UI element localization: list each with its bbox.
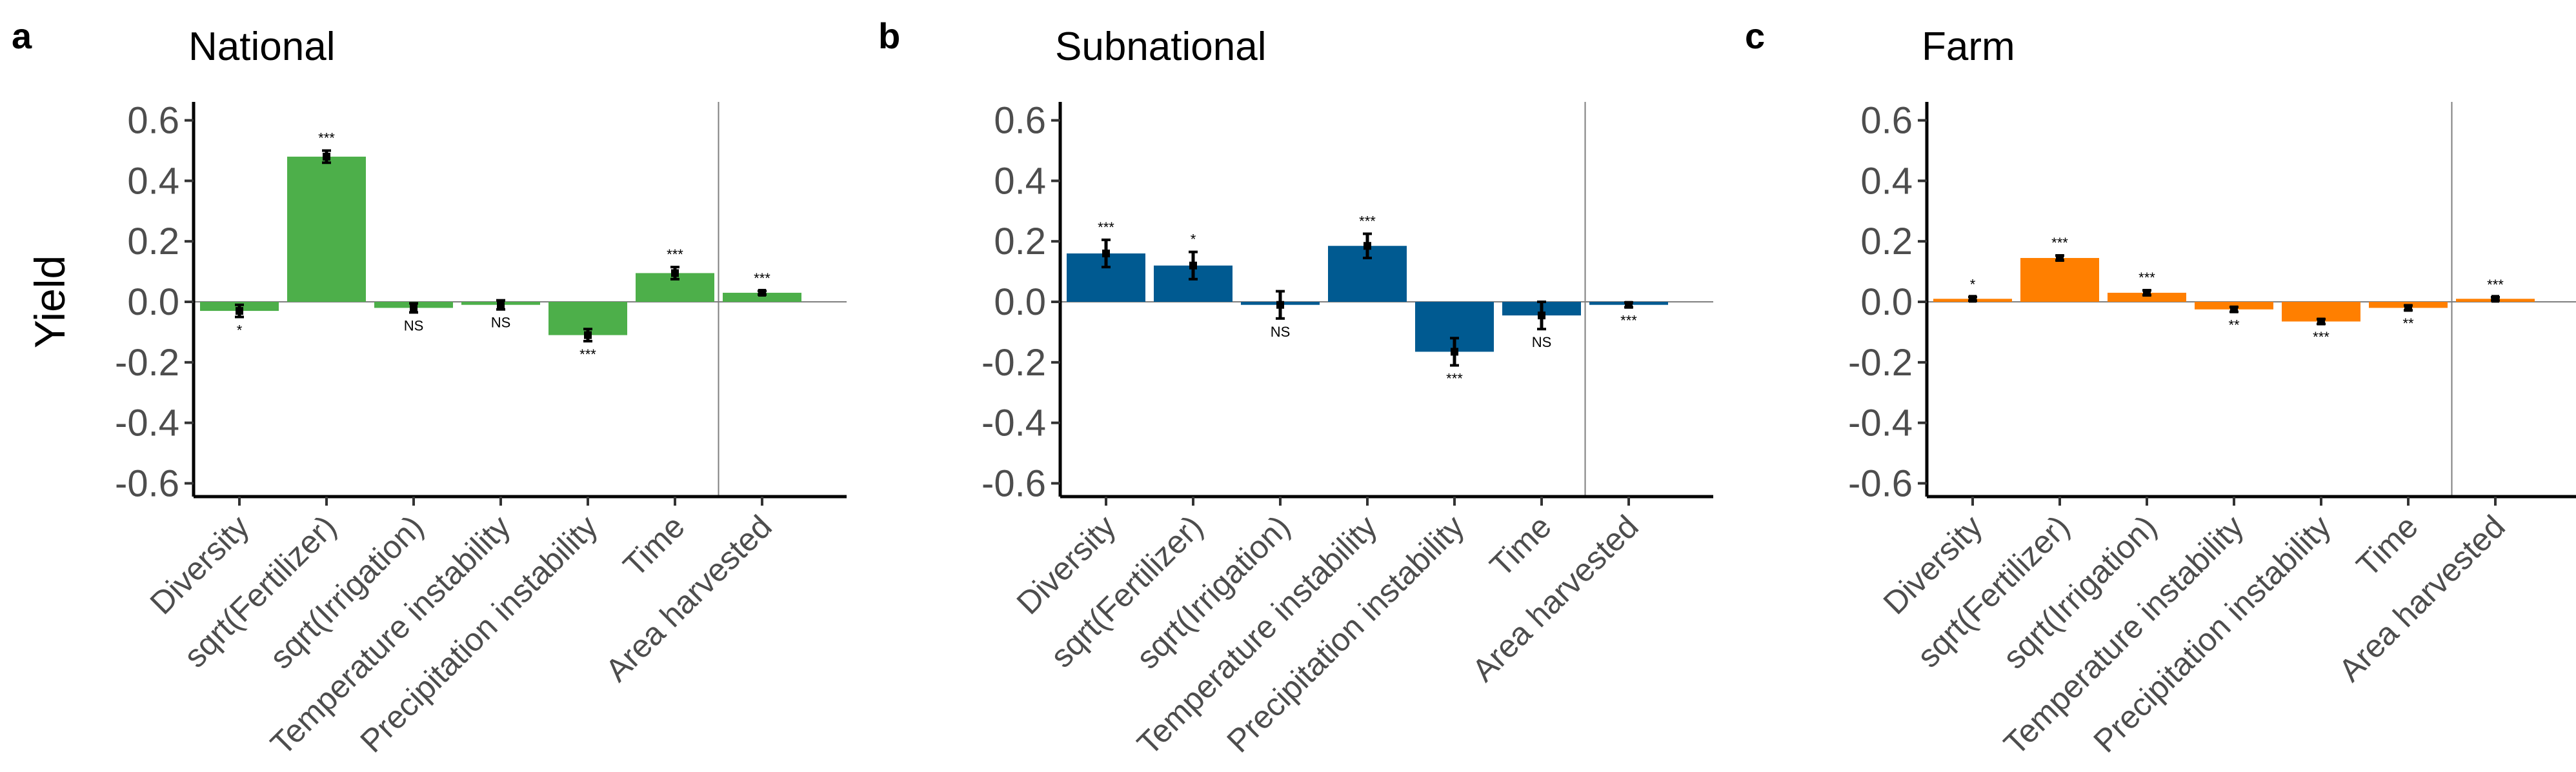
point-marker — [1625, 301, 1633, 309]
y-axis-label: Yield — [26, 255, 74, 348]
x-tick-label: sqrt(Fertilizer) — [177, 508, 343, 675]
point-marker — [1276, 301, 1284, 309]
y-tick-label: 0.4 — [1860, 160, 1913, 202]
significance-label: *** — [1098, 219, 1114, 235]
significance-label: * — [237, 322, 243, 338]
point-marker — [1451, 348, 1458, 356]
significance-label: *** — [754, 270, 770, 286]
point-marker — [236, 307, 243, 315]
y-tick-label: 0.2 — [127, 221, 179, 262]
x-tick-label: sqrt(Fertilizer) — [1043, 508, 1210, 675]
y-tick-label: 0.4 — [127, 160, 179, 202]
panel-national: a National Yield ****NS NS*********0.60.4… — [12, 15, 847, 762]
plot-area: ****NS******NS***0.60.40.20.0-0.2-0.4-0.… — [981, 100, 1713, 762]
bar — [2108, 292, 2186, 302]
point-marker — [1102, 249, 1110, 257]
significance-label: NS — [491, 315, 511, 331]
y-tick-label: 0.0 — [994, 281, 1046, 323]
x-tick-label: sqrt(Irrigation) — [263, 508, 430, 676]
significance-label: *** — [2138, 270, 2155, 286]
bar — [723, 292, 801, 302]
panel-subnational: b Subnational ****NS******NS***0.60.40.2… — [878, 15, 1713, 762]
significance-label: * — [1970, 276, 1976, 292]
y-tick-label: 0.6 — [994, 100, 1046, 142]
significance-label: *** — [1620, 312, 1637, 328]
panel-letter: b — [878, 15, 900, 56]
y-tick-label: 0.4 — [994, 160, 1046, 202]
x-tick-label: Time — [1483, 508, 1558, 584]
point-marker — [2317, 317, 2325, 326]
panel-title: National — [188, 25, 335, 69]
y-tick-label: 0.0 — [127, 281, 179, 323]
y-tick-label: -0.2 — [115, 342, 179, 384]
point-marker — [410, 304, 418, 312]
panel-letter: a — [12, 15, 32, 56]
point-marker — [2491, 295, 2499, 303]
y-tick-label: -0.2 — [981, 342, 1046, 384]
y-tick-label: -0.2 — [1848, 342, 1913, 384]
x-tick-label: Time — [2350, 508, 2425, 584]
significance-label: *** — [2487, 277, 2504, 293]
panel-title: Farm — [1922, 25, 2015, 69]
x-tick-label: sqrt(Fertilizer) — [1910, 508, 2077, 675]
y-tick-label: 0.2 — [1860, 221, 1913, 262]
y-tick-label: -0.6 — [981, 462, 1046, 504]
y-tick-label: -0.4 — [981, 402, 1046, 444]
significance-label: *** — [2313, 329, 2329, 345]
point-marker — [1538, 312, 1545, 320]
significance-label: NS — [1271, 324, 1291, 340]
point-marker — [758, 288, 766, 297]
y-tick-label: -0.4 — [115, 402, 179, 444]
y-tick-label: -0.6 — [1848, 462, 1913, 504]
y-tick-label: -0.6 — [115, 462, 179, 504]
point-marker — [2056, 253, 2064, 262]
significance-label: *** — [579, 346, 596, 362]
y-tick-label: 0.2 — [994, 221, 1046, 262]
significance-label: NS — [1532, 334, 1552, 350]
significance-label: *** — [667, 246, 683, 262]
x-tick-label: Time — [616, 508, 692, 584]
bar — [287, 156, 366, 302]
x-tick-label: sqrt(Irrigation) — [1129, 508, 1297, 676]
y-tick-label: 0.6 — [1860, 100, 1913, 142]
significance-label: ** — [2402, 315, 2414, 332]
point-marker — [2143, 288, 2151, 297]
significance-label: ** — [2228, 317, 2240, 333]
point-marker — [1969, 295, 1977, 303]
point-marker — [1189, 261, 1197, 270]
panel-letter: c — [1745, 15, 1765, 56]
bar — [2020, 257, 2099, 302]
significance-label: *** — [1446, 370, 1463, 386]
point-marker — [497, 301, 505, 309]
significance-label: *** — [1359, 213, 1376, 229]
panel-farm: c Farm *****************0.60.40.20.0-0.2… — [1745, 15, 2576, 762]
plot-area: ****NS NS*********0.60.40.20.0-0.2-0.4-0.… — [115, 100, 847, 762]
panel-title: Subnational — [1055, 25, 1267, 69]
significance-label: NS — [404, 317, 424, 333]
significance-label: *** — [318, 130, 335, 146]
plot-area: *****************0.60.40.20.0-0.2-0.4-0.… — [1848, 100, 2576, 762]
x-tick-label: sqrt(Irrigation) — [1996, 508, 2164, 676]
point-marker — [323, 152, 330, 161]
significance-label: * — [1191, 232, 1196, 248]
y-tick-label: 0.0 — [1860, 281, 1913, 323]
y-tick-label: 0.6 — [127, 100, 179, 142]
point-marker — [2404, 304, 2412, 312]
point-marker — [671, 269, 679, 277]
y-tick-label: -0.4 — [1848, 402, 1913, 444]
significance-label: *** — [2051, 235, 2068, 251]
point-marker — [584, 331, 592, 339]
point-marker — [1363, 242, 1371, 250]
point-marker — [2230, 305, 2238, 313]
